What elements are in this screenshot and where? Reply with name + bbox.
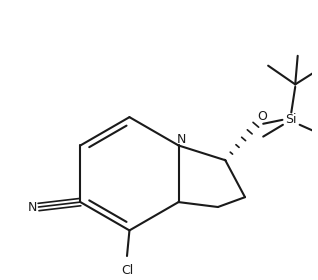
- Text: N: N: [28, 200, 37, 214]
- Text: O: O: [257, 110, 267, 123]
- Text: N: N: [176, 133, 186, 146]
- Text: Cl: Cl: [121, 264, 133, 277]
- Text: Si: Si: [286, 113, 297, 126]
